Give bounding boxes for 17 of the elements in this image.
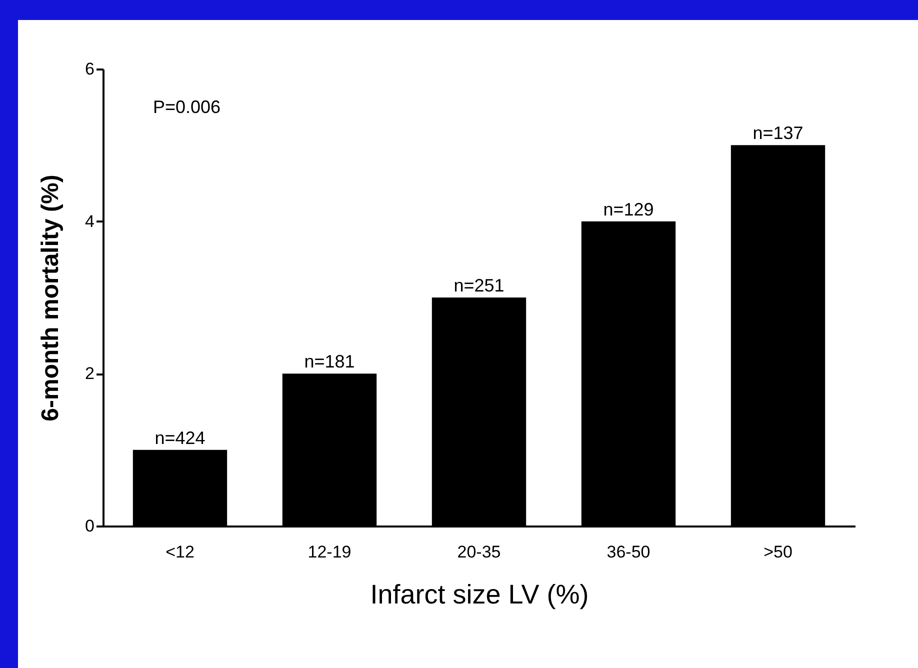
annotation: P=0.006 xyxy=(153,97,221,117)
annotation: n=129 xyxy=(603,199,654,220)
annotation: n=424 xyxy=(154,428,206,448)
y-tick-label: 0 xyxy=(85,516,94,536)
y-tick-label: 4 xyxy=(85,212,94,231)
annotation: n=181 xyxy=(304,352,355,372)
annotation: n=251 xyxy=(454,276,504,296)
x-axis-title: Infarct size LV (%) xyxy=(370,580,589,610)
x-tick-label: <12 xyxy=(166,542,194,562)
y-tick-label: 2 xyxy=(85,364,94,384)
x-tick-label: 12-19 xyxy=(308,542,352,562)
x-tick-label: 20-35 xyxy=(457,542,501,562)
annotation: n=137 xyxy=(752,123,804,144)
x-tick-label: >50 xyxy=(764,542,792,562)
x-tick-label: 36-50 xyxy=(606,542,650,562)
y-tick-label: 6 xyxy=(85,60,94,78)
y-axis-title: 6-month mortality (%) xyxy=(37,174,64,422)
